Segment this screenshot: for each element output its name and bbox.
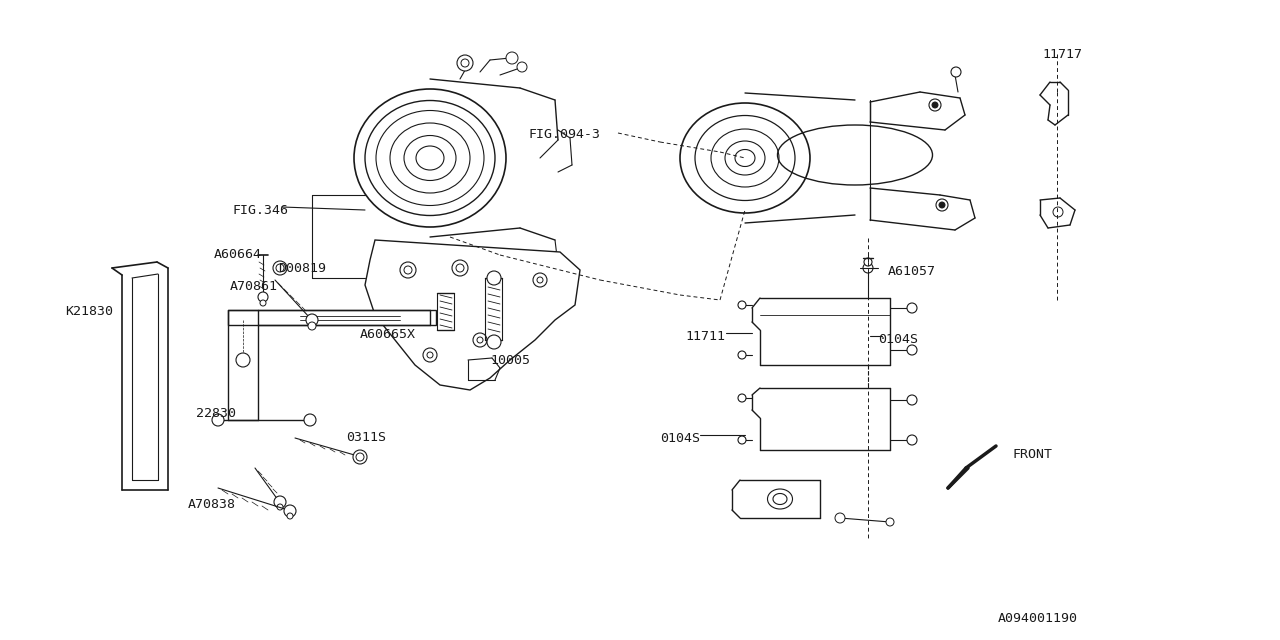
Text: 10005: 10005 — [490, 354, 530, 367]
Text: A60665X: A60665X — [360, 328, 416, 341]
Circle shape — [356, 453, 364, 461]
Circle shape — [886, 518, 893, 526]
Circle shape — [276, 264, 284, 272]
Circle shape — [908, 435, 916, 445]
Text: A60664: A60664 — [214, 248, 262, 261]
Circle shape — [457, 55, 474, 71]
Polygon shape — [365, 240, 580, 390]
Circle shape — [929, 99, 941, 111]
Circle shape — [908, 303, 916, 313]
Circle shape — [517, 62, 527, 72]
Circle shape — [538, 277, 543, 283]
Circle shape — [739, 301, 746, 309]
Circle shape — [486, 271, 500, 285]
Text: 11711: 11711 — [685, 330, 724, 343]
Circle shape — [940, 202, 945, 208]
Circle shape — [259, 292, 268, 302]
Text: FRONT: FRONT — [1012, 448, 1052, 461]
Circle shape — [305, 414, 316, 426]
Text: A70838: A70838 — [188, 498, 236, 511]
Circle shape — [456, 264, 465, 272]
Circle shape — [932, 102, 938, 108]
Circle shape — [284, 505, 296, 517]
Circle shape — [287, 513, 293, 519]
Circle shape — [428, 352, 433, 358]
Circle shape — [908, 395, 916, 405]
Circle shape — [353, 450, 367, 464]
Circle shape — [236, 353, 250, 367]
Text: 0104S: 0104S — [878, 333, 918, 346]
Text: A70861: A70861 — [230, 280, 278, 293]
Text: 11717: 11717 — [1042, 48, 1082, 61]
Circle shape — [1053, 207, 1062, 217]
Circle shape — [835, 513, 845, 523]
Text: D00819: D00819 — [278, 262, 326, 275]
Circle shape — [274, 496, 285, 508]
Circle shape — [308, 322, 316, 330]
Circle shape — [486, 335, 500, 349]
Circle shape — [260, 300, 266, 306]
Circle shape — [404, 266, 412, 274]
Text: 0311S: 0311S — [346, 431, 387, 444]
Circle shape — [477, 337, 483, 343]
Circle shape — [908, 345, 916, 355]
Circle shape — [276, 504, 283, 510]
Circle shape — [951, 67, 961, 77]
Circle shape — [212, 414, 224, 426]
Circle shape — [739, 394, 746, 402]
Text: FIG.094-3: FIG.094-3 — [529, 128, 600, 141]
Circle shape — [739, 436, 746, 444]
Circle shape — [401, 262, 416, 278]
Text: 22830: 22830 — [196, 407, 236, 420]
Circle shape — [739, 351, 746, 359]
Circle shape — [474, 333, 486, 347]
Text: K21830: K21830 — [65, 305, 113, 318]
Circle shape — [422, 348, 436, 362]
Circle shape — [461, 59, 468, 67]
Text: 0104S: 0104S — [660, 432, 700, 445]
Circle shape — [863, 263, 873, 273]
Circle shape — [306, 314, 317, 326]
Text: A094001190: A094001190 — [998, 612, 1078, 625]
Circle shape — [532, 273, 547, 287]
Polygon shape — [228, 310, 436, 325]
Text: A61057: A61057 — [888, 265, 936, 278]
Text: FIG.346: FIG.346 — [232, 204, 288, 217]
Circle shape — [506, 52, 518, 64]
Circle shape — [273, 261, 287, 275]
Circle shape — [452, 260, 468, 276]
Circle shape — [936, 199, 948, 211]
Circle shape — [864, 258, 872, 266]
